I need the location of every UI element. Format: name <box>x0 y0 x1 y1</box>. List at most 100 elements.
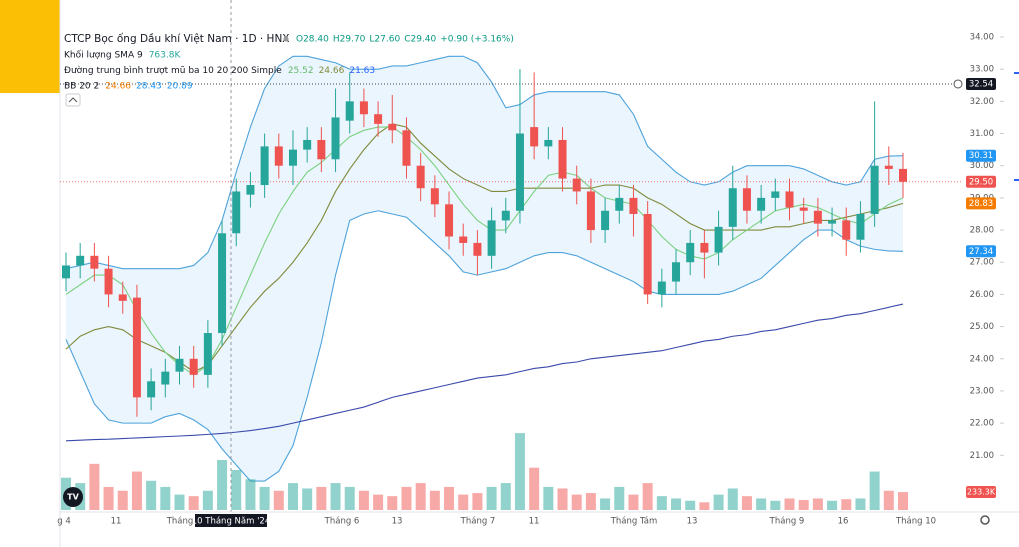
volume-bar <box>671 498 682 510</box>
candle-body <box>104 268 113 295</box>
y-tick-label: 31.00 <box>970 129 994 139</box>
volume-bar <box>429 490 440 510</box>
indicator-value: 24.66 <box>319 66 345 76</box>
crosshair-date: 10 Tháng Năm '24 <box>192 517 271 527</box>
tv-logo <box>63 487 83 507</box>
x-tick-label: 11 <box>111 517 122 527</box>
volume-bar <box>401 486 412 510</box>
candle-body <box>530 127 539 147</box>
volume-bar <box>656 496 667 510</box>
edge-marker <box>1014 179 1019 181</box>
volume-bar <box>302 488 313 510</box>
y-tick-label: 32.00 <box>970 97 994 107</box>
price-tag <box>966 77 996 90</box>
candle-body <box>672 262 681 282</box>
candle-body <box>813 210 822 224</box>
indicator-value: 25.52 <box>288 66 314 76</box>
band-lower <box>65 210 904 482</box>
volume-bar <box>614 486 625 510</box>
y-tick-label: 28.00 <box>970 226 994 236</box>
volume-bar <box>827 500 838 510</box>
volume-bar <box>543 486 554 510</box>
y-tick-label: 25.00 <box>970 322 994 332</box>
crosshair-plus <box>953 79 963 89</box>
candle-body <box>757 197 766 211</box>
candle-body <box>572 178 581 192</box>
candle-body <box>544 139 553 147</box>
candle-body <box>118 294 127 301</box>
indicator-value: 28.43 <box>136 82 162 92</box>
indicator-name: Khối lượng SMA 9 <box>64 50 143 61</box>
volume-bar <box>316 486 327 510</box>
candle-body <box>161 371 170 385</box>
volume-bar <box>514 433 525 510</box>
candle-body <box>90 255 99 269</box>
volume-bar <box>798 500 809 510</box>
candle-body <box>402 130 411 166</box>
candle-body <box>317 139 326 160</box>
candle-body <box>799 207 808 211</box>
settings-icon[interactable] <box>980 515 990 525</box>
price-tag <box>966 149 996 162</box>
volume-bar <box>444 486 455 510</box>
edge-marker <box>1014 72 1019 74</box>
candle-body <box>856 213 865 240</box>
volume-bar <box>472 493 483 510</box>
price-tag-label: 29.50 <box>969 177 993 187</box>
x-tick-label: Tháng 6 <box>324 517 360 527</box>
indicator-name: Đường trung bình trượt mũ ba 10 20 200 S… <box>64 65 282 76</box>
ohlc-value: L27.60 <box>369 35 400 45</box>
price-tag <box>966 245 996 258</box>
collapse-button[interactable] <box>65 93 81 107</box>
volume-bar <box>883 490 894 510</box>
volume-bar <box>387 496 398 510</box>
volume-bar <box>812 498 823 510</box>
volume-bar <box>727 488 738 510</box>
candle-body <box>260 146 269 186</box>
indicator-value: 21.63 <box>349 66 375 76</box>
ohlc-value: H29.70 <box>333 35 366 45</box>
candle-body <box>657 281 666 295</box>
y-tick-label: 34.00 <box>970 33 994 43</box>
candle-body <box>459 236 468 243</box>
volume-bar <box>642 483 653 510</box>
volume-bar <box>841 499 852 510</box>
candle-body <box>870 165 879 214</box>
x-tick-label: 13 <box>687 517 698 527</box>
y-tick-label: 33.00 <box>970 65 994 75</box>
volume-bar <box>756 498 767 510</box>
volume-bar <box>358 490 369 510</box>
status-dot <box>283 36 289 42</box>
x-tick-label: Tháng <box>166 517 194 527</box>
candle-body <box>62 265 70 279</box>
candle-body <box>558 139 567 179</box>
candle-body <box>303 139 312 150</box>
candle-body <box>288 149 297 166</box>
candle-body <box>203 333 212 375</box>
volume-bar <box>713 494 724 510</box>
band-upper <box>65 55 904 270</box>
volume-bar <box>344 486 355 510</box>
volume-bar <box>770 500 781 510</box>
header: O28.40 H29.70 L27.60 C29.40 +0.90 (+3.16%) Kh… <box>64 35 514 92</box>
x-tick-label: Tháng Tám <box>610 517 658 527</box>
volume-bar <box>245 479 256 510</box>
volume-bar <box>117 490 128 510</box>
volume-bar <box>685 500 696 510</box>
volume-bar <box>869 471 880 510</box>
price-tag-label: 30.31 <box>969 151 993 161</box>
candle-body <box>232 191 241 234</box>
candle-body <box>686 242 695 263</box>
indicator-value: 24.66 <box>105 82 131 92</box>
y-tick-label: 26.00 <box>970 290 994 300</box>
volume-bar <box>287 483 298 510</box>
y-tick-label: 27.00 <box>970 258 994 268</box>
x-tick-label: Tháng 9 <box>769 517 805 527</box>
y-tick-label: 23.00 <box>970 386 994 396</box>
plot: 21.00 22.00 23.00 24.00 25.00 26.00 27.00 28.00… <box>57 0 1004 527</box>
volume-bar <box>231 470 242 510</box>
y-tick-label: 21.00 <box>970 451 994 461</box>
volume-bar <box>571 494 582 510</box>
volume-bar <box>89 463 100 510</box>
